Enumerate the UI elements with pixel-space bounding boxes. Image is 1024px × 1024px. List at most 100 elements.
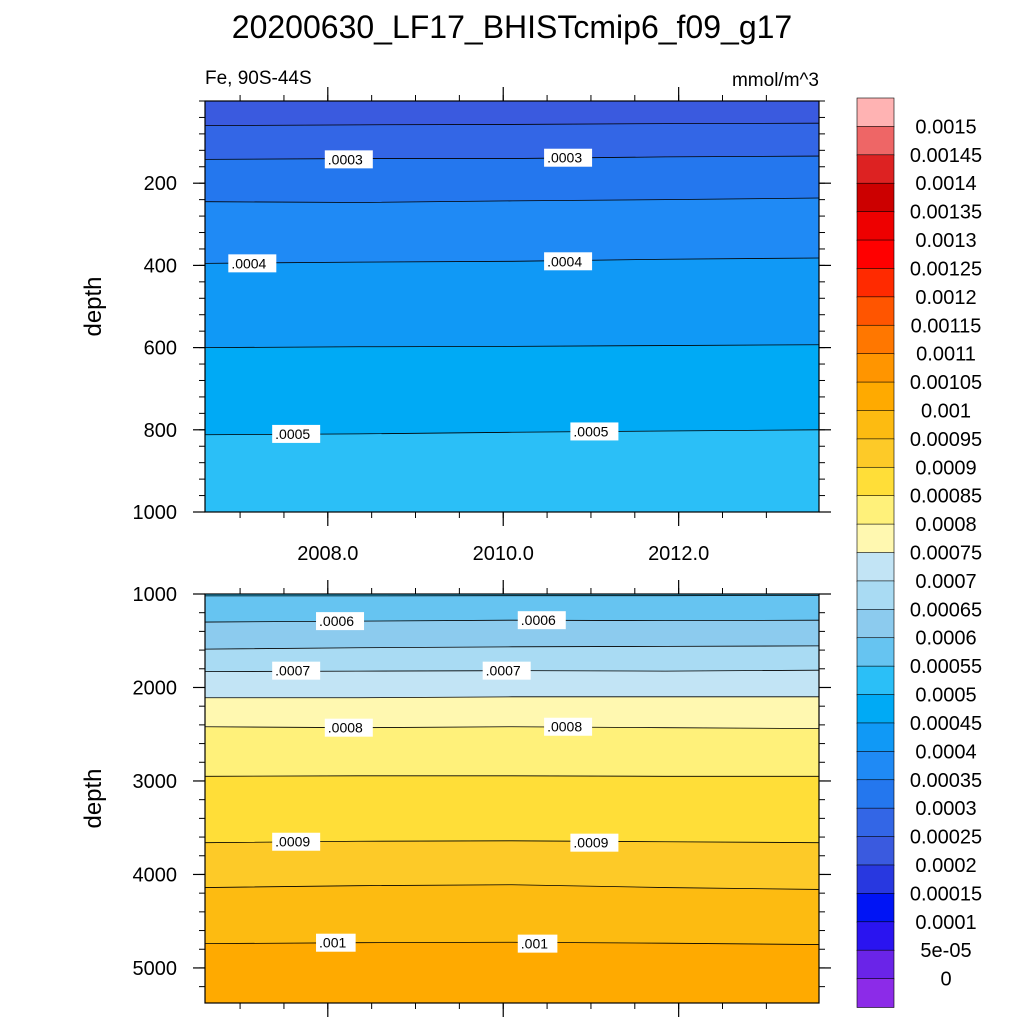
contour-label-box (228, 254, 277, 273)
contour-label: .0005 (573, 423, 608, 439)
x-tick-label: 2008.0 (297, 543, 358, 565)
colorbar-swatch (856, 893, 895, 923)
colorbar-label: 0.001 (921, 400, 971, 422)
contour-line (205, 257, 819, 264)
y-axis-label: depth (80, 768, 107, 828)
colorbar-label: 0.00075 (910, 543, 982, 565)
contour-label-box (544, 252, 593, 271)
units-label: mmol/m^3 (732, 70, 819, 91)
contour-label-box (517, 934, 558, 953)
y-tick-label: 3000 (133, 771, 178, 793)
colorbar-label: 5e-05 (920, 940, 971, 962)
contour-line (205, 344, 819, 349)
colorbar-swatch (856, 609, 895, 639)
colorbar-label: 0.0006 (915, 628, 976, 650)
colorbar-label: 0.00035 (910, 770, 982, 792)
colorbar-label: 0.00025 (910, 827, 982, 849)
colorbar-label: 0.0004 (915, 741, 976, 763)
colorbar-swatch (856, 552, 895, 582)
contour-band (205, 942, 819, 1003)
contour-label: .0006 (319, 613, 354, 629)
y-tick-label: 400 (144, 255, 177, 277)
colorbar-label: 0.0005 (915, 685, 976, 707)
colorbar-label: 0.00115 (911, 315, 982, 337)
contour-line (205, 155, 819, 160)
contour-label-box (544, 717, 593, 736)
plot-frame (204, 593, 820, 1004)
contour-label-box (272, 424, 321, 443)
contour-line (205, 619, 819, 623)
contour-label-box (570, 422, 619, 441)
x-tick-label: 2010.0 (473, 543, 534, 565)
colorbar-swatch (856, 637, 895, 667)
colorbar-label: 0.0015 (915, 116, 976, 138)
contour-line (205, 696, 819, 699)
contour-label: .0004 (231, 255, 266, 271)
contour-label: .0008 (547, 719, 582, 735)
y-tick-label: 4000 (133, 864, 178, 886)
plot-frame (204, 100, 820, 513)
colorbar-swatch (856, 211, 895, 241)
colorbar-swatch (856, 466, 895, 497)
contour-fill-group (205, 594, 819, 1003)
contour-label-box (272, 832, 321, 851)
colorbar-swatch (856, 864, 895, 895)
y-tick-label: 600 (144, 338, 177, 360)
colorbar-label: 0.0012 (915, 287, 976, 309)
colorbar-swatch (856, 921, 895, 951)
colorbar-label: 0.00055 (910, 656, 982, 678)
contour-label: .0009 (275, 834, 310, 850)
colorbar-label: 0.00135 (910, 202, 982, 224)
colorbar-swatch (856, 381, 895, 412)
contour-label: .0009 (573, 835, 608, 851)
contour-label-box (324, 718, 373, 737)
colorbar-label: 0.00125 (910, 258, 982, 280)
colorbar-label: 0.0003 (915, 798, 976, 820)
colorbar-label: 0.0002 (915, 855, 976, 877)
colorbar-label: 0.0007 (915, 571, 976, 593)
colorbar-swatch (856, 694, 895, 724)
contour-label-box (544, 148, 593, 167)
colorbar-swatch (856, 949, 895, 980)
variable-label: Fe, 90S-44S (205, 68, 312, 89)
colorbar-swatch (856, 126, 895, 156)
contour-label: .0007 (275, 663, 310, 679)
colorbar-label: 0.0011 (916, 344, 976, 366)
contour-label: .0006 (521, 612, 556, 628)
colorbar-label: 0.00105 (910, 372, 982, 394)
colorbar-label: 0.0009 (915, 457, 976, 479)
contour-label: .0007 (486, 663, 521, 679)
contour-label: .0005 (275, 426, 310, 442)
colorbar-label: 0.00065 (910, 599, 982, 621)
colorbar-swatch (856, 410, 895, 440)
contour-label-box (316, 612, 365, 631)
x-tick-label: 2012.0 (648, 543, 709, 565)
y-axis-label: depth (80, 276, 107, 336)
colorbar-swatch (856, 836, 895, 866)
colorbar-swatch (856, 523, 895, 554)
contour-line (205, 645, 819, 650)
contour-line (205, 884, 819, 890)
colorbar-swatch (856, 268, 895, 298)
colorbar-label: 0.0001 (915, 912, 976, 934)
colorbar-swatch (856, 807, 895, 838)
colorbar-swatch (856, 495, 895, 525)
contour-label: .0008 (328, 720, 363, 736)
contour-label-box (324, 150, 373, 169)
colorbar-swatch (856, 665, 895, 696)
y-tick-label: 1000 (133, 502, 178, 524)
y-tick-label: 2000 (133, 677, 178, 699)
contour-label: .0003 (547, 150, 582, 166)
colorbar: 0.0015 0.00145 0.0014 0.00135 0.0013 0.00125 0… (856, 97, 982, 1008)
colorbar-swatch (856, 154, 895, 185)
colorbar-swatch (856, 722, 895, 753)
colorbar-label: 0.00045 (910, 713, 982, 735)
colorbar-label: 0.00095 (910, 429, 982, 451)
colorbar-label: 0.0014 (915, 173, 976, 195)
contour-label: .0004 (547, 253, 582, 269)
y-tick-label: 1000 (133, 584, 178, 606)
colorbar-label: 0.00015 (910, 883, 982, 905)
contour-label-box (570, 833, 619, 852)
upper-panel: 200 400 600 800 1000 2008.0 2010.0 2012.0 depth.… (80, 87, 831, 565)
